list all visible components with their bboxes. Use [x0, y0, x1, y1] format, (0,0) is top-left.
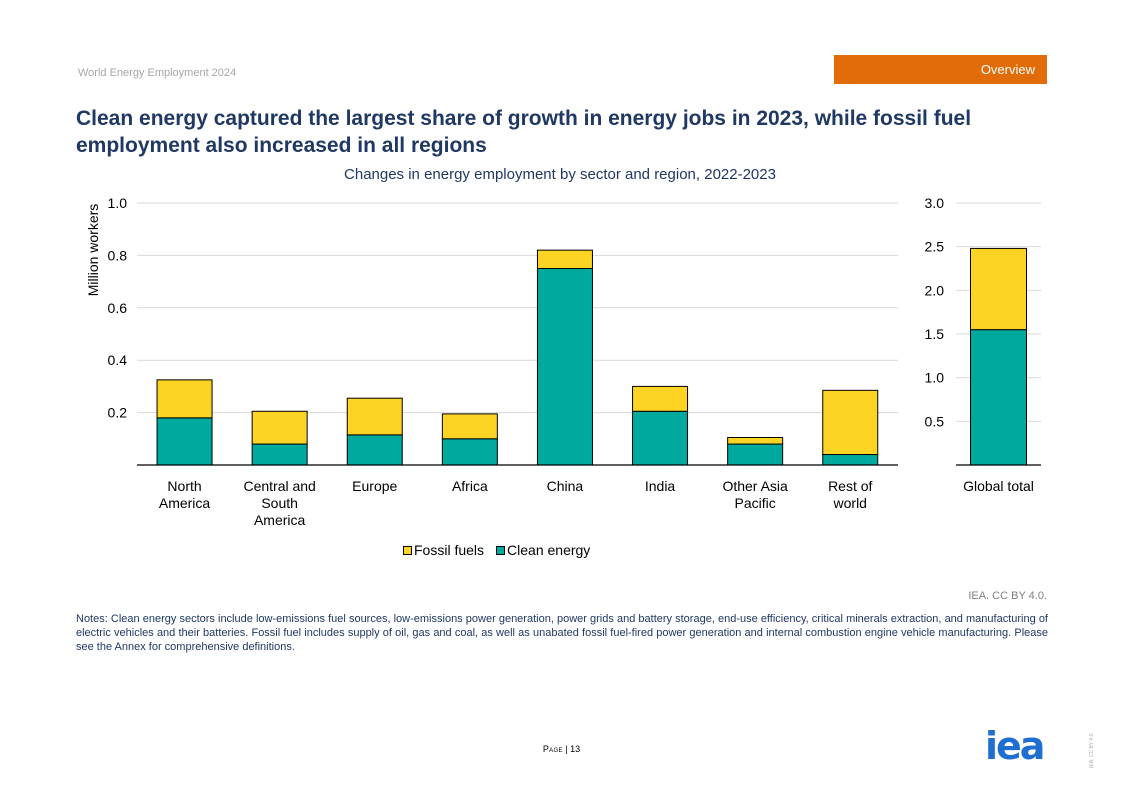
x-category-label: Other Asia: [722, 478, 788, 494]
legend-label-clean-energy: Clean energy: [507, 542, 591, 558]
page-headline: Clean energy captured the largest share …: [76, 107, 972, 157]
page-separator: |: [565, 744, 571, 754]
x-category-label: North: [167, 478, 201, 494]
page-number: Page | 13: [0, 744, 1123, 754]
chart-notes: Notes: Clean energy sectors include low-…: [76, 613, 1048, 653]
page-word: Page: [542, 744, 563, 754]
bar-clean-energy: [822, 454, 879, 466]
bar-clean-energy: [632, 410, 689, 466]
bar-clean-energy: [156, 417, 213, 466]
x-category-label: Africa: [452, 478, 488, 494]
y-tick-label: 0.4: [108, 352, 128, 368]
y-tick-label: 1.0: [925, 370, 945, 386]
bar-fossil-fuels: [536, 249, 593, 270]
bar-clean-energy: [441, 438, 498, 466]
bar-fossil-fuels: [441, 413, 498, 440]
bar-fossil-fuels: [156, 379, 213, 419]
legend-item-clean-energy: Clean energy: [496, 542, 590, 558]
y-tick-label: 0.6: [108, 300, 128, 316]
y-tick-label: 1.5: [925, 326, 945, 342]
x-category-label: America: [254, 512, 306, 528]
section-tag-overview[interactable]: Overview: [834, 55, 1047, 84]
x-category-label: India: [645, 478, 676, 494]
x-category-label: Europe: [352, 478, 397, 494]
chart-credit: IEA. CC BY 4.0.: [968, 590, 1047, 602]
x-category-label: South: [261, 495, 298, 511]
legend-label-fossil-fuels: Fossil fuels: [414, 542, 485, 558]
legend-item-fossil-fuels: Fossil fuels: [403, 542, 484, 558]
chart-legend: Fossil fuels Clean energy: [403, 542, 590, 558]
bar-fossil-fuels: [822, 389, 879, 456]
iea-logo: iea: [985, 724, 1045, 768]
fossil-fuels-swatch: [403, 545, 412, 555]
bar-fossil-fuels: [632, 385, 689, 412]
y-tick-label: 2.5: [925, 239, 945, 255]
page-number-value: 13: [570, 744, 581, 754]
bar-clean-energy: [536, 268, 593, 466]
x-category-label: Rest of: [828, 478, 872, 494]
bar-clean-energy: [346, 434, 403, 466]
y-tick-label: 2.0: [925, 282, 945, 298]
document-title: World Energy Employment 2024: [78, 67, 237, 79]
x-category-label: Pacific: [735, 495, 776, 511]
x-category-label: China: [547, 478, 584, 494]
chart-title: Changes in energy employment by sector a…: [344, 166, 776, 183]
bar-clean-energy: [727, 443, 784, 466]
iea-logo-text: iea: [985, 724, 1045, 768]
bar-fossil-fuels: [251, 410, 308, 445]
vertical-credit: IEA. CC BY 4.0.: [1089, 732, 1095, 768]
bar-fossil-fuels: [727, 436, 784, 445]
x-category-label: Central and: [243, 478, 315, 494]
x-category-label: world: [833, 495, 867, 511]
bar-clean-energy: [970, 329, 1027, 466]
bar-clean-energy: [251, 443, 308, 466]
x-category-label: Global total: [963, 478, 1034, 494]
y-tick-label: 0.8: [108, 247, 128, 263]
bar-fossil-fuels: [346, 397, 403, 436]
y-tick-label: 1.0: [108, 195, 128, 211]
y-tick-label: 0.5: [925, 413, 945, 429]
x-category-label: America: [159, 495, 211, 511]
clean-energy-swatch: [496, 545, 506, 555]
y-axis-title: Million workers: [85, 204, 101, 297]
y-tick-label: 3.0: [925, 195, 945, 211]
bar-fossil-fuels: [970, 247, 1027, 331]
y-tick-label: 0.2: [108, 405, 128, 421]
